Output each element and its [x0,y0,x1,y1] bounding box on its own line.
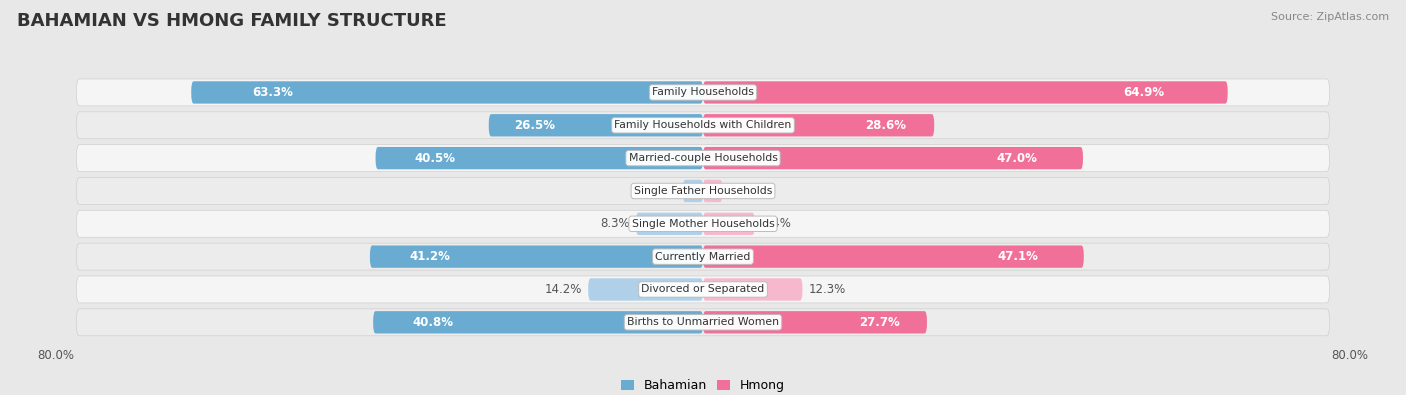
Legend: Bahamian, Hmong: Bahamian, Hmong [616,374,790,395]
Text: Family Households: Family Households [652,87,754,98]
FancyBboxPatch shape [76,309,1330,336]
FancyBboxPatch shape [76,112,1330,139]
Text: 64.9%: 64.9% [1123,86,1164,99]
Text: 41.2%: 41.2% [411,250,451,263]
Text: Source: ZipAtlas.com: Source: ZipAtlas.com [1271,12,1389,22]
Text: 40.5%: 40.5% [415,152,456,165]
FancyBboxPatch shape [703,147,1083,169]
FancyBboxPatch shape [76,145,1330,171]
FancyBboxPatch shape [76,79,1330,106]
FancyBboxPatch shape [370,245,703,268]
FancyBboxPatch shape [588,278,703,301]
Text: 12.3%: 12.3% [808,283,846,296]
Text: Married-couple Households: Married-couple Households [628,153,778,163]
Text: BAHAMIAN VS HMONG FAMILY STRUCTURE: BAHAMIAN VS HMONG FAMILY STRUCTURE [17,12,447,30]
FancyBboxPatch shape [191,81,703,103]
FancyBboxPatch shape [489,114,703,136]
FancyBboxPatch shape [636,213,703,235]
FancyBboxPatch shape [703,245,1084,268]
FancyBboxPatch shape [373,311,703,333]
FancyBboxPatch shape [703,278,803,301]
Text: 28.6%: 28.6% [866,119,907,132]
FancyBboxPatch shape [703,213,755,235]
Text: Currently Married: Currently Married [655,252,751,261]
Text: Births to Unmarried Women: Births to Unmarried Women [627,317,779,327]
Text: 8.3%: 8.3% [600,217,630,230]
Text: Single Father Households: Single Father Households [634,186,772,196]
Text: 26.5%: 26.5% [515,119,555,132]
FancyBboxPatch shape [683,180,703,202]
FancyBboxPatch shape [76,243,1330,270]
Text: Single Mother Households: Single Mother Households [631,219,775,229]
Text: Family Households with Children: Family Households with Children [614,120,792,130]
FancyBboxPatch shape [76,276,1330,303]
FancyBboxPatch shape [76,177,1330,205]
FancyBboxPatch shape [703,180,723,202]
FancyBboxPatch shape [703,114,934,136]
Text: 47.0%: 47.0% [997,152,1038,165]
Text: 63.3%: 63.3% [253,86,294,99]
FancyBboxPatch shape [703,81,1227,103]
Text: 2.4%: 2.4% [728,184,759,198]
Text: Divorced or Separated: Divorced or Separated [641,284,765,294]
Text: 27.7%: 27.7% [859,316,900,329]
FancyBboxPatch shape [703,311,927,333]
Text: 40.8%: 40.8% [413,316,454,329]
Text: 6.4%: 6.4% [761,217,792,230]
Text: 47.1%: 47.1% [997,250,1038,263]
Text: 14.2%: 14.2% [544,283,582,296]
FancyBboxPatch shape [375,147,703,169]
FancyBboxPatch shape [76,210,1330,237]
Text: 2.5%: 2.5% [647,184,676,198]
